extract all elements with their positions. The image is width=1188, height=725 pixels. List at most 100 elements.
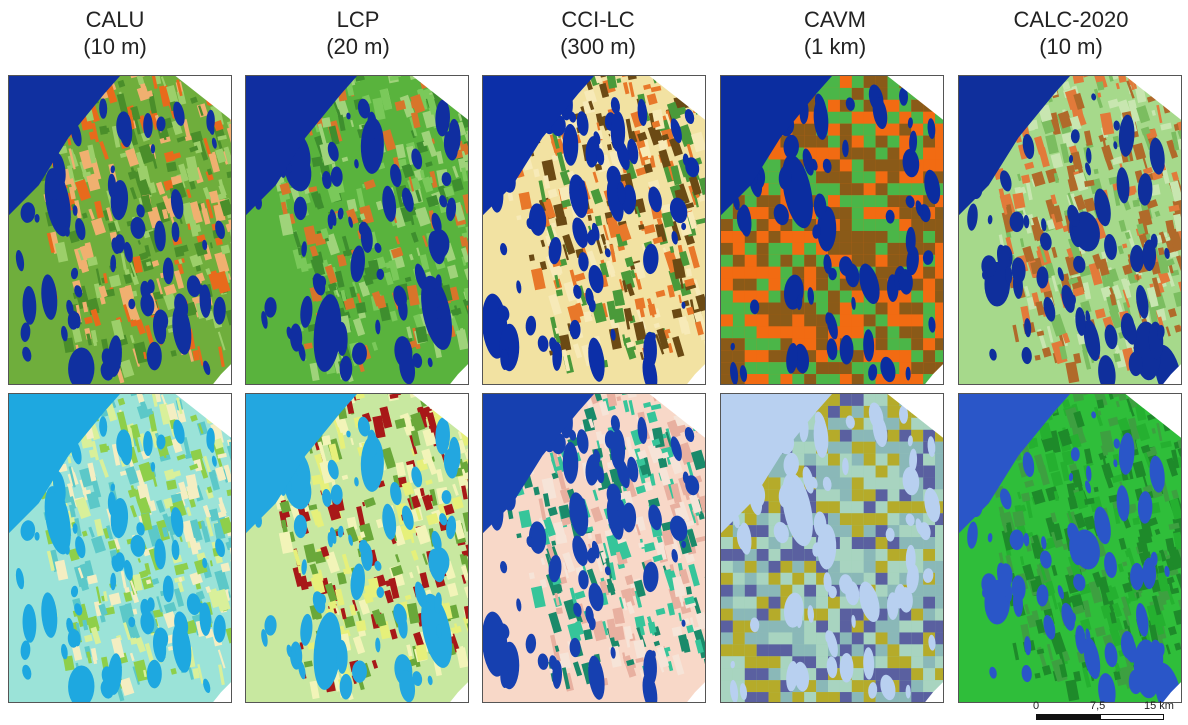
land-patch [638, 542, 645, 549]
land-cell [887, 171, 900, 184]
land-patch [1177, 129, 1181, 139]
land-cell [863, 147, 876, 160]
land-patch [463, 287, 468, 301]
land-cell [804, 374, 817, 384]
land-patch [661, 451, 670, 459]
land-cell [875, 513, 888, 526]
dataset-name: CALU [85, 7, 145, 32]
lake [350, 563, 365, 601]
land-patch [1005, 204, 1014, 219]
lake [1116, 167, 1130, 204]
land-patch [190, 130, 203, 143]
land-patch [574, 590, 586, 600]
land-patch [140, 401, 147, 409]
land-patch [328, 600, 337, 610]
land-cell [721, 278, 733, 291]
lake [374, 242, 382, 253]
land-patch [533, 168, 540, 178]
lake [382, 503, 397, 540]
lake [48, 492, 61, 519]
land-cell [804, 242, 817, 255]
land-patch [120, 252, 127, 271]
land-patch [686, 210, 698, 230]
land-patch [603, 480, 611, 487]
land-patch [669, 137, 683, 157]
land-patch [311, 474, 323, 486]
land-cell [780, 350, 793, 363]
dataset-resolution: (300 m) [560, 34, 636, 59]
land-patch [634, 297, 646, 310]
land-patch [200, 520, 207, 531]
lake [739, 204, 752, 237]
land-patch [677, 501, 690, 523]
land-cell [875, 183, 888, 196]
land-patch [452, 483, 459, 496]
land-cell [804, 362, 817, 375]
land-patch [538, 498, 547, 521]
land-patch [94, 200, 104, 219]
lake [651, 650, 656, 658]
land-patch [561, 349, 571, 372]
land-patch [667, 661, 674, 672]
lake [208, 438, 215, 453]
lake [526, 218, 534, 230]
land-patch [86, 333, 92, 346]
land-cell [839, 501, 852, 514]
lake [61, 643, 68, 660]
land-patch [661, 211, 674, 228]
lake [1098, 355, 1116, 384]
lake [783, 134, 799, 159]
land-patch [140, 83, 147, 91]
land-cell [935, 338, 943, 351]
land-patch [677, 442, 695, 466]
land-patch [426, 512, 440, 526]
lake [360, 117, 384, 174]
land-patch [147, 411, 158, 432]
land-cell [768, 302, 781, 315]
land-patch [156, 596, 163, 613]
land-cell [792, 147, 805, 160]
land-cell [887, 159, 900, 172]
lake [60, 205, 67, 218]
land-cell [839, 489, 852, 502]
lake [20, 202, 36, 223]
lake [604, 566, 611, 576]
land-patch [656, 328, 670, 350]
lake [110, 254, 117, 273]
lake [497, 305, 510, 322]
lake [562, 441, 579, 484]
land-patch [185, 156, 198, 171]
land-patch [1112, 284, 1123, 300]
map-panel-calu-bottom [8, 393, 232, 703]
land-patch [116, 411, 129, 434]
land-patch [151, 259, 160, 268]
lake [814, 93, 827, 118]
land-patch [657, 457, 668, 469]
land-patch [203, 137, 212, 157]
land-cell [756, 242, 769, 255]
land-cell [887, 76, 900, 88]
land-cell [839, 76, 852, 88]
land-cell [899, 171, 912, 184]
lake [684, 108, 695, 125]
land-patch [189, 463, 199, 471]
land-patch [646, 411, 658, 424]
land-cell [721, 290, 733, 303]
land-cell [768, 230, 781, 243]
lake [1104, 233, 1117, 260]
lake [411, 148, 423, 170]
land-patch [663, 646, 671, 653]
land-patch [1151, 109, 1156, 116]
lake [1005, 266, 1013, 285]
lake [171, 221, 180, 243]
lake [136, 522, 145, 536]
lake [537, 335, 549, 352]
land-cell [780, 326, 793, 339]
lake [298, 343, 306, 362]
land-patch [372, 415, 386, 439]
land-patch [359, 531, 366, 539]
lake [907, 117, 913, 129]
land-patch [661, 521, 673, 532]
lake [749, 299, 760, 315]
land-patch [422, 110, 437, 129]
